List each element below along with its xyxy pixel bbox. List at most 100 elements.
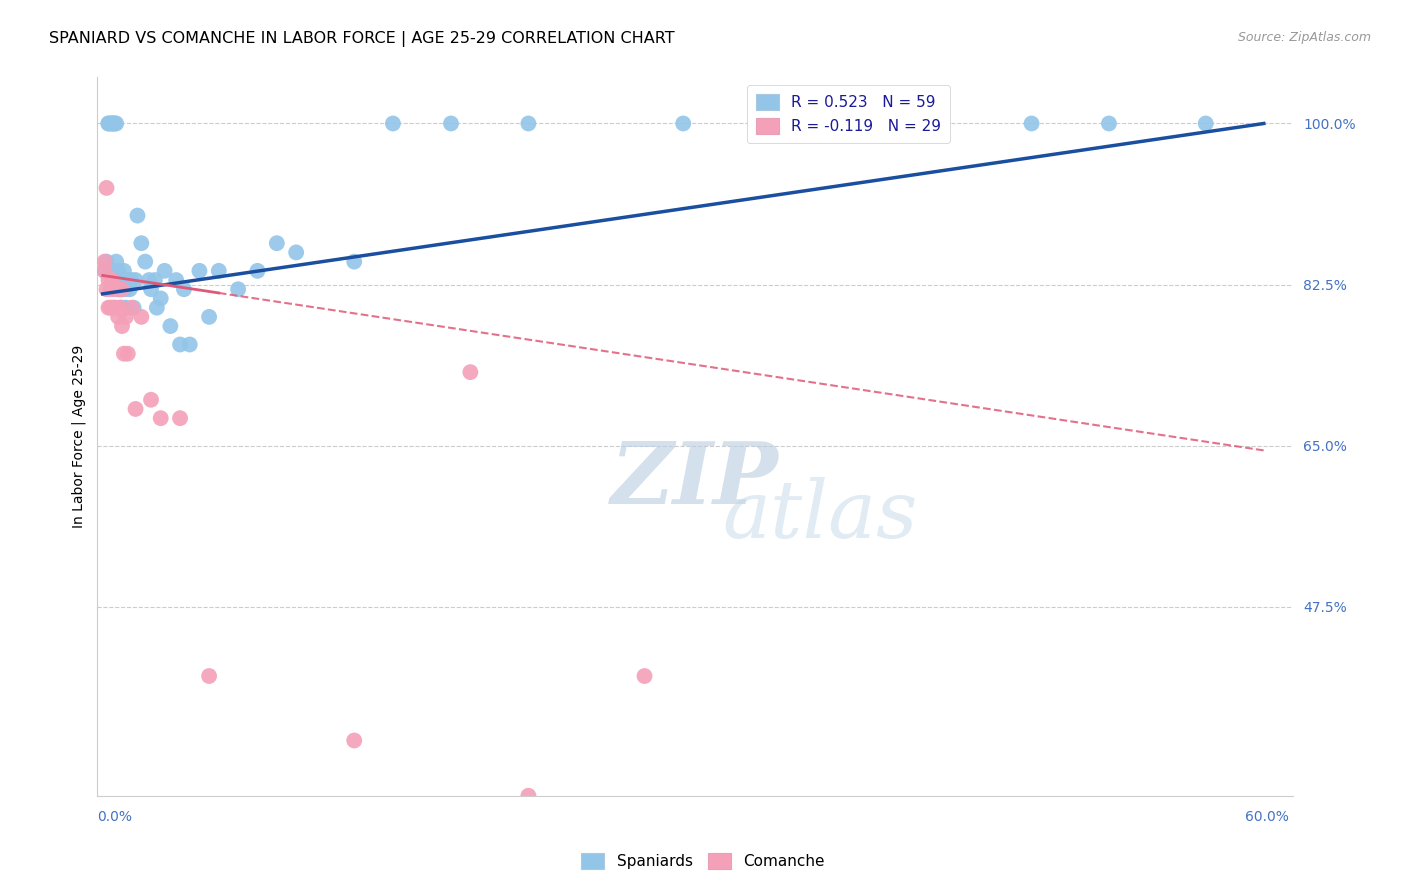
Point	[118, 282, 141, 296]
Point	[169, 337, 191, 351]
Point	[1195, 116, 1218, 130]
Point	[111, 282, 134, 296]
Text: atlas: atlas	[723, 477, 918, 554]
Point	[107, 273, 129, 287]
Point	[146, 301, 169, 315]
Text: Source: ZipAtlas.com: Source: ZipAtlas.com	[1237, 31, 1371, 45]
Point	[131, 310, 153, 324]
Text: ZIP: ZIP	[610, 438, 779, 522]
Point	[121, 301, 143, 315]
Point	[827, 116, 849, 130]
Point	[131, 236, 153, 251]
Point	[159, 319, 181, 334]
Point	[127, 209, 149, 223]
Point	[107, 264, 129, 278]
Point	[111, 282, 134, 296]
Legend: R = 0.523   N = 59, R = -0.119   N = 29: R = 0.523 N = 59, R = -0.119 N = 29	[747, 85, 950, 143]
Point	[112, 264, 135, 278]
Point	[188, 264, 211, 278]
Point	[124, 401, 146, 416]
Point	[97, 116, 120, 130]
Point	[100, 116, 122, 130]
Point	[124, 273, 146, 287]
Point	[517, 116, 540, 130]
Point	[108, 282, 131, 296]
Point	[198, 310, 221, 324]
Point	[100, 282, 122, 296]
Point	[924, 116, 946, 130]
Point	[107, 282, 129, 296]
Point	[460, 365, 482, 379]
Point	[169, 411, 191, 425]
Text: SPANIARD VS COMANCHE IN LABOR FORCE | AGE 25-29 CORRELATION CHART: SPANIARD VS COMANCHE IN LABOR FORCE | AG…	[49, 31, 675, 47]
Point	[101, 116, 124, 130]
Point	[105, 254, 128, 268]
Point	[1098, 116, 1121, 130]
Point	[139, 392, 162, 407]
Point	[100, 301, 122, 315]
Point	[103, 282, 125, 296]
Point	[149, 292, 172, 306]
Point	[246, 264, 269, 278]
Point	[112, 347, 135, 361]
Legend: Spaniards, Comanche: Spaniards, Comanche	[575, 847, 831, 875]
Point	[117, 273, 139, 287]
Point	[107, 282, 129, 296]
Point	[226, 282, 249, 296]
Point	[266, 236, 288, 251]
Point	[134, 254, 156, 268]
Point	[103, 116, 125, 130]
Point	[105, 301, 128, 315]
Point	[101, 273, 124, 287]
Point	[343, 733, 366, 747]
Point	[1021, 116, 1043, 130]
Point	[108, 282, 131, 296]
Point	[108, 301, 131, 315]
Point	[517, 789, 540, 803]
Point	[381, 116, 404, 130]
Point	[111, 319, 134, 334]
Text: 60.0%: 60.0%	[1246, 810, 1289, 824]
Point	[139, 282, 162, 296]
Point	[198, 669, 221, 683]
Point	[93, 254, 115, 268]
Point	[138, 273, 160, 287]
Point	[103, 301, 125, 315]
Point	[122, 301, 145, 315]
Point	[96, 282, 118, 296]
Point	[107, 310, 129, 324]
Point	[121, 273, 143, 287]
Point	[165, 273, 187, 287]
Point	[97, 273, 120, 287]
Point	[100, 264, 122, 278]
Point	[149, 411, 172, 425]
Point	[440, 116, 463, 130]
Point	[179, 337, 201, 351]
Point	[103, 116, 125, 130]
Point	[101, 301, 124, 315]
Point	[115, 282, 138, 296]
Point	[96, 254, 118, 268]
Point	[633, 669, 655, 683]
Point	[115, 301, 138, 315]
Point	[153, 264, 176, 278]
Point	[173, 282, 195, 296]
Point	[115, 310, 138, 324]
Text: 0.0%: 0.0%	[97, 810, 132, 824]
Point	[93, 264, 115, 278]
Point	[105, 116, 128, 130]
Point	[208, 264, 231, 278]
Point	[111, 301, 134, 315]
Point	[96, 181, 118, 195]
Point	[97, 116, 120, 130]
Point	[672, 116, 695, 130]
Point	[343, 254, 366, 268]
Y-axis label: In Labor Force | Age 25-29: In Labor Force | Age 25-29	[72, 345, 86, 528]
Point	[101, 116, 124, 130]
Point	[143, 273, 166, 287]
Point	[117, 347, 139, 361]
Point	[285, 245, 308, 260]
Point	[108, 301, 131, 315]
Point	[93, 264, 115, 278]
Point	[97, 301, 120, 315]
